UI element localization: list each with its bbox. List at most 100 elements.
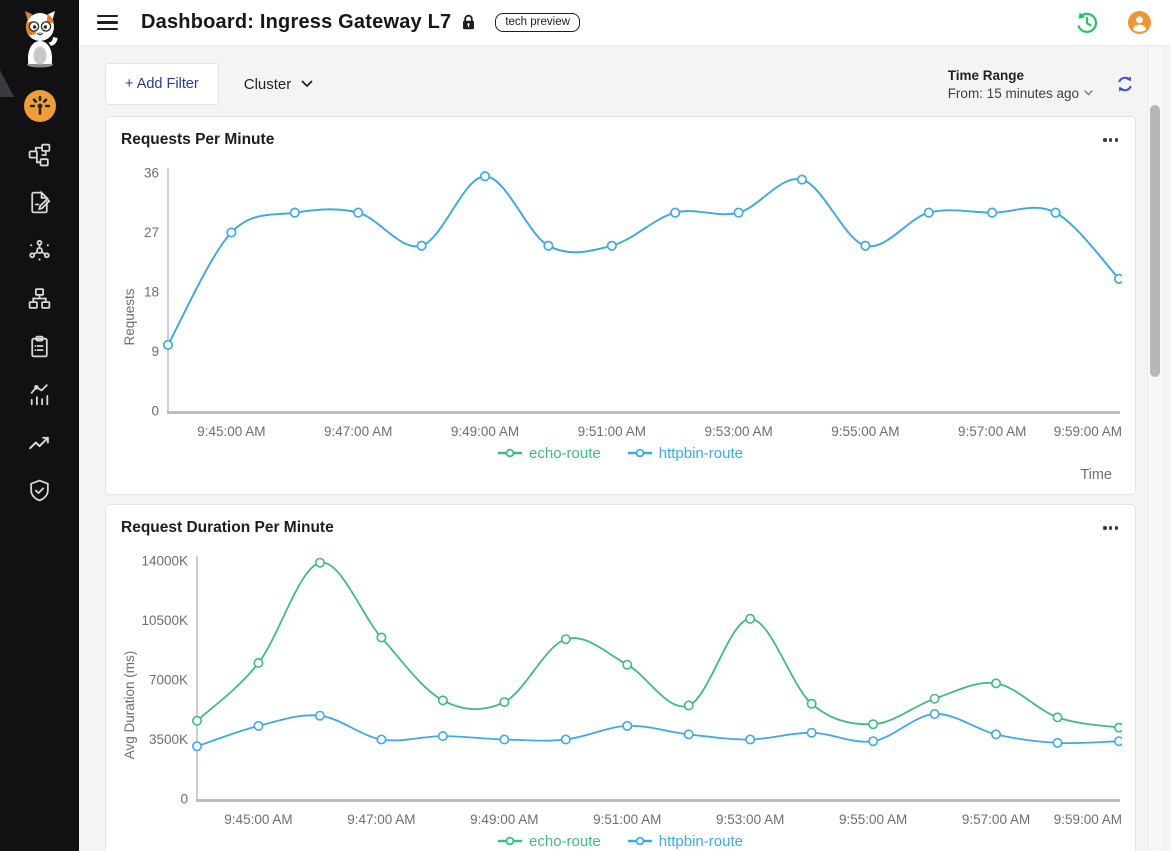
time-range-value[interactable]: From: 15 minutes ago — [948, 86, 1093, 101]
data-point-marker[interactable] — [437, 731, 448, 742]
chart-title: Requests Per Minute — [121, 131, 275, 148]
history-button[interactable] — [1075, 11, 1099, 35]
data-point-marker[interactable] — [543, 240, 554, 251]
scrollbar-thumb[interactable] — [1150, 105, 1160, 377]
y-tick-label: 36 — [144, 166, 159, 181]
history-icon — [1077, 11, 1098, 33]
data-point-marker[interactable] — [560, 734, 571, 745]
user-menu-button[interactable] — [1128, 11, 1151, 34]
mesh-icon — [29, 239, 50, 260]
data-point-marker[interactable] — [796, 174, 807, 185]
data-point-marker[interactable] — [226, 227, 237, 238]
x-axis-title: Time — [1080, 467, 1112, 483]
legend-item-echo-route[interactable]: echo-route — [498, 833, 601, 850]
kuma-logo[interactable] — [15, 0, 65, 82]
topology-icon — [28, 143, 51, 166]
data-point-marker[interactable] — [314, 557, 325, 568]
data-point-marker[interactable] — [733, 207, 744, 218]
data-point-marker[interactable] — [1052, 737, 1063, 748]
hamburger-menu-icon[interactable] — [97, 11, 118, 35]
sidebar-item-zones[interactable] — [0, 274, 79, 322]
data-point-marker[interactable] — [1114, 736, 1122, 747]
data-point-marker[interactable] — [162, 339, 173, 350]
data-point-marker[interactable] — [499, 734, 510, 745]
data-point-marker[interactable] — [353, 207, 364, 218]
data-point-marker[interactable] — [929, 693, 940, 704]
legend-marker-icon — [498, 448, 523, 458]
sidebar-item-services[interactable] — [0, 226, 79, 274]
chart-legend: echo-route httpbin-route — [121, 442, 1120, 464]
data-point-marker[interactable] — [745, 734, 756, 745]
requests-chart[interactable]: 0 9 18 27 36 9:45:00 AM 9:47:00 AM 9:49:00 AM 9:… — [121, 158, 1122, 442]
data-point-marker[interactable] — [1050, 207, 1061, 218]
data-point-marker[interactable] — [192, 715, 203, 726]
legend-label: echo-route — [529, 832, 601, 850]
legend-marker-icon — [627, 836, 652, 846]
data-point-marker[interactable] — [991, 729, 1002, 740]
data-point-marker[interactable] — [929, 709, 940, 720]
data-point-marker[interactable] — [437, 695, 448, 706]
sidebar-item-policies-editor[interactable] — [0, 178, 79, 226]
data-point-marker[interactable] — [314, 710, 325, 721]
legend-label: httpbin-route — [658, 832, 743, 850]
data-point-marker[interactable] — [606, 240, 617, 251]
data-point-marker[interactable] — [683, 729, 694, 740]
y-tick-label: 3500K — [149, 732, 188, 747]
top-bar: Dashboard: Ingress Gateway L7 tech previ… — [79, 0, 1171, 46]
data-point-marker[interactable] — [987, 207, 998, 218]
data-point-marker[interactable] — [1114, 722, 1122, 733]
chart-canvas[interactable]: 0 3500K 7000K 10500K 14000K 9:45:00 AM 9:47:00… — [121, 546, 1122, 830]
sidebar-item-security[interactable] — [0, 466, 79, 514]
data-point-marker[interactable] — [806, 698, 817, 709]
legend-item-echo-route[interactable]: echo-route — [498, 445, 601, 462]
data-point-marker[interactable] — [806, 727, 817, 738]
trends-icon — [29, 436, 49, 449]
legend-item-httpbin-route[interactable]: httpbin-route — [627, 445, 743, 462]
cluster-dropdown[interactable]: Cluster — [244, 76, 314, 93]
page-title: Dashboard: Ingress Gateway L7 — [141, 11, 452, 33]
data-point-marker[interactable] — [860, 240, 871, 251]
data-point-marker[interactable] — [670, 207, 681, 218]
data-point-marker[interactable] — [622, 720, 633, 731]
sidebar-nav — [0, 82, 79, 514]
legend-item-httpbin-route[interactable]: httpbin-route — [627, 832, 743, 850]
duration-chart[interactable]: 0 3500K 7000K 10500K 14000K 9:45:00 AM 9:47:00… — [121, 546, 1122, 830]
data-point-marker[interactable] — [868, 719, 879, 730]
data-point-marker[interactable] — [923, 207, 934, 218]
data-point-marker[interactable] — [416, 240, 427, 251]
sidebar-item-metrics[interactable] — [0, 370, 79, 418]
x-tick-label: 9:55:00 AM — [831, 424, 899, 439]
data-point-marker[interactable] — [745, 613, 756, 624]
sidebar-item-policies[interactable] — [0, 322, 79, 370]
data-point-marker[interactable] — [253, 658, 264, 669]
data-point-marker[interactable] — [1052, 712, 1063, 723]
data-point-marker[interactable] — [376, 734, 387, 745]
y-tick-label: 0 — [151, 404, 159, 419]
data-point-marker[interactable] — [479, 171, 490, 182]
lock-icon — [460, 13, 477, 32]
sidebar-item-topology[interactable] — [0, 130, 79, 178]
sidebar-item-trends[interactable] — [0, 418, 79, 466]
data-point-marker[interactable] — [991, 678, 1002, 689]
data-point-marker[interactable] — [622, 659, 633, 670]
data-point-marker[interactable] — [253, 720, 264, 731]
data-point-marker[interactable] — [192, 741, 203, 752]
sidebar-item-dashboards[interactable] — [0, 82, 79, 130]
data-point-marker[interactable] — [499, 697, 510, 708]
refresh-button[interactable] — [1116, 75, 1134, 93]
chart-menu-button[interactable] — [1101, 520, 1120, 535]
data-point-marker[interactable] — [376, 632, 387, 643]
chart-canvas[interactable]: 0 9 18 27 36 9:45:00 AM 9:47:00 AM 9:49:00 AM 9:… — [121, 158, 1122, 442]
chart-menu-button[interactable] — [1101, 132, 1120, 147]
data-point-marker[interactable] — [868, 736, 879, 747]
scrollbar-track[interactable] — [1147, 46, 1161, 851]
data-point-marker[interactable] — [560, 634, 571, 645]
y-tick-label: 27 — [144, 225, 159, 240]
data-point-marker[interactable] — [1114, 273, 1122, 284]
data-point-marker[interactable] — [289, 207, 300, 218]
data-point-marker[interactable] — [683, 700, 694, 711]
x-tick-label: 9:57:00 AM — [958, 424, 1026, 439]
y-tick-label: 0 — [180, 792, 188, 807]
y-tick-label: 10500K — [141, 613, 188, 628]
add-filter-button[interactable]: + Add Filter — [105, 63, 219, 105]
